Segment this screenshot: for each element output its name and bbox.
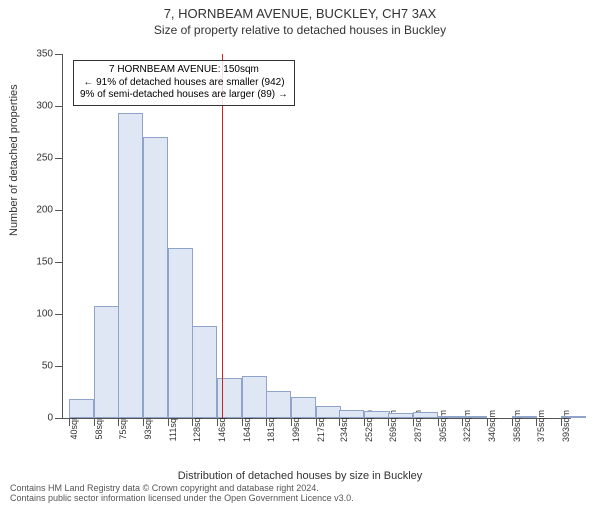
y-tick [55, 210, 63, 211]
y-tick-label: 250 [36, 153, 53, 164]
histogram-bar [143, 137, 168, 418]
y-tick [55, 106, 63, 107]
chart-title: 7, HORNBEAM AVENUE, BUCKLEY, CH7 3AX [0, 6, 600, 21]
marker-line [222, 54, 223, 418]
annotation-line: 7 HORNBEAM AVENUE: 150sqm [80, 64, 288, 77]
histogram-bar [94, 306, 119, 418]
y-tick [55, 314, 63, 315]
y-tick [55, 262, 63, 263]
attribution-text: Contains HM Land Registry data © Crown c… [10, 484, 354, 504]
histogram-bar [266, 391, 291, 418]
y-tick [55, 158, 63, 159]
histogram-bar [291, 397, 316, 418]
x-tick-label: 375sqm [536, 410, 546, 442]
chart-container: 7, HORNBEAM AVENUE, BUCKLEY, CH7 3AX Siz… [0, 6, 600, 506]
y-tick-label: 350 [36, 49, 53, 60]
y-axis-label: Number of detached properties [8, 84, 20, 236]
annotation-box: 7 HORNBEAM AVENUE: 150sqm← 91% of detach… [73, 60, 295, 106]
histogram-bar [69, 399, 94, 418]
annotation-line: 9% of semi-detached houses are larger (8… [80, 89, 288, 102]
histogram-bar [192, 326, 217, 418]
histogram-bar [413, 412, 438, 418]
x-tick-label: 322sqm [462, 410, 472, 442]
attribution-line: Contains public sector information licen… [10, 494, 354, 504]
histogram-bar [388, 413, 413, 418]
histogram-bar [242, 376, 267, 418]
histogram-bar [316, 406, 341, 418]
histogram-bar [118, 113, 143, 418]
y-tick [55, 54, 63, 55]
histogram-bar [561, 416, 586, 418]
y-tick [55, 366, 63, 367]
annotation-line: ← 91% of detached houses are smaller (94… [80, 77, 288, 90]
x-tick-label: 340sqm [487, 410, 497, 442]
histogram-bar [438, 416, 463, 418]
plot-area: 05010015020025030035040sqm58sqm75sqm93sq… [62, 54, 567, 419]
x-tick-label: 358sqm [512, 410, 522, 442]
y-tick-label: 300 [36, 101, 53, 112]
y-tick-label: 200 [36, 205, 53, 216]
histogram-bar [462, 416, 487, 418]
histogram-bar [512, 416, 537, 418]
x-tick-label: 393sqm [561, 410, 571, 442]
x-tick-label: 305sqm [438, 410, 448, 442]
y-tick [55, 418, 63, 419]
histogram-bar [364, 411, 389, 418]
y-tick-label: 150 [36, 257, 53, 268]
histogram-bar [339, 410, 364, 418]
y-tick-label: 0 [47, 413, 53, 424]
x-axis-label: Distribution of detached houses by size … [0, 470, 600, 482]
y-tick-label: 100 [36, 309, 53, 320]
histogram-bar [168, 248, 193, 418]
chart-subtitle: Size of property relative to detached ho… [0, 23, 600, 37]
histogram-bar [217, 378, 242, 418]
y-tick-label: 50 [42, 361, 53, 372]
